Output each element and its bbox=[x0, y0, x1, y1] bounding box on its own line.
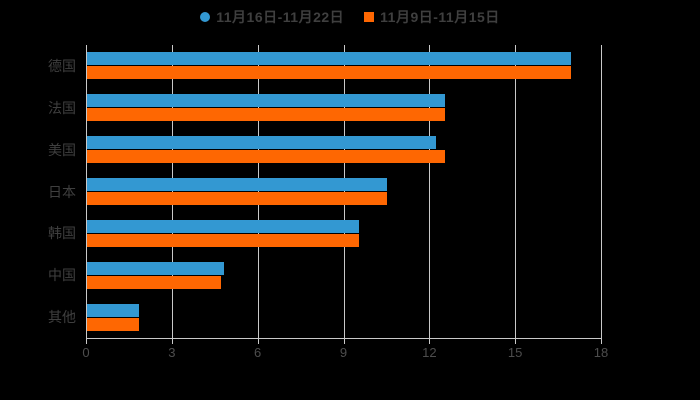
legend-item-series0[interactable]: 11月16日-11月22日 bbox=[200, 7, 344, 27]
bar-series0-cat1 bbox=[87, 94, 445, 108]
y-category-label: 美国 bbox=[48, 141, 76, 158]
y-category-label: 中国 bbox=[48, 267, 76, 284]
bar-series1-cat2 bbox=[87, 150, 445, 164]
gridline bbox=[343, 45, 345, 338]
bar-series1-cat4 bbox=[87, 233, 359, 247]
bar-series1-cat0 bbox=[87, 66, 571, 80]
x-tick-label: 6 bbox=[254, 345, 262, 360]
y-category-label: 韩国 bbox=[48, 225, 76, 242]
legend-marker-circle-icon bbox=[200, 12, 211, 22]
x-tick-label: 12 bbox=[422, 345, 437, 360]
gridline bbox=[601, 45, 602, 338]
bar-series0-cat6 bbox=[87, 303, 139, 317]
x-tick-label: 9 bbox=[339, 345, 348, 360]
axis-tick bbox=[429, 339, 431, 344]
x-tick-label: 0 bbox=[82, 345, 90, 360]
gridline bbox=[257, 45, 259, 338]
chart-legend: 11月16日-11月22日 11月9日-11月15日 bbox=[0, 7, 700, 27]
bar-series0-cat3 bbox=[87, 178, 388, 191]
bar-series1-cat3 bbox=[87, 192, 388, 205]
axis-tick bbox=[171, 339, 173, 344]
y-category-label: 法国 bbox=[48, 99, 76, 116]
axis-tick bbox=[601, 339, 602, 344]
axis-tick bbox=[86, 339, 87, 344]
legend-marker-square-icon bbox=[364, 12, 375, 22]
y-category-label: 日本 bbox=[48, 183, 76, 200]
y-category-label: 其他 bbox=[48, 309, 76, 326]
gridline bbox=[171, 45, 173, 338]
axis-tick bbox=[257, 339, 259, 344]
axis-tick bbox=[515, 339, 517, 344]
bar-series0-cat5 bbox=[87, 261, 225, 275]
gridline bbox=[429, 45, 431, 338]
x-tick-label: 18 bbox=[593, 345, 609, 360]
y-category-label: 德国 bbox=[48, 57, 76, 74]
gridline bbox=[515, 45, 517, 338]
bar-series1-cat1 bbox=[87, 108, 445, 122]
bar-series1-cat5 bbox=[87, 275, 222, 289]
plot-area bbox=[86, 45, 602, 344]
bar-series0-cat2 bbox=[87, 136, 437, 150]
legend-item-label: 11月9日-11月15日 bbox=[380, 9, 500, 25]
legend-item-label: 11月16日-11月22日 bbox=[216, 9, 345, 25]
bar-series0-cat0 bbox=[87, 52, 571, 66]
bar-series1-cat6 bbox=[87, 317, 139, 331]
x-tick-label: 15 bbox=[507, 345, 523, 360]
axis-tick bbox=[343, 339, 345, 344]
x-tick-label: 3 bbox=[168, 345, 176, 360]
legend-item-series1[interactable]: 11月9日-11月15日 bbox=[364, 7, 500, 27]
bar-series0-cat4 bbox=[87, 219, 359, 233]
